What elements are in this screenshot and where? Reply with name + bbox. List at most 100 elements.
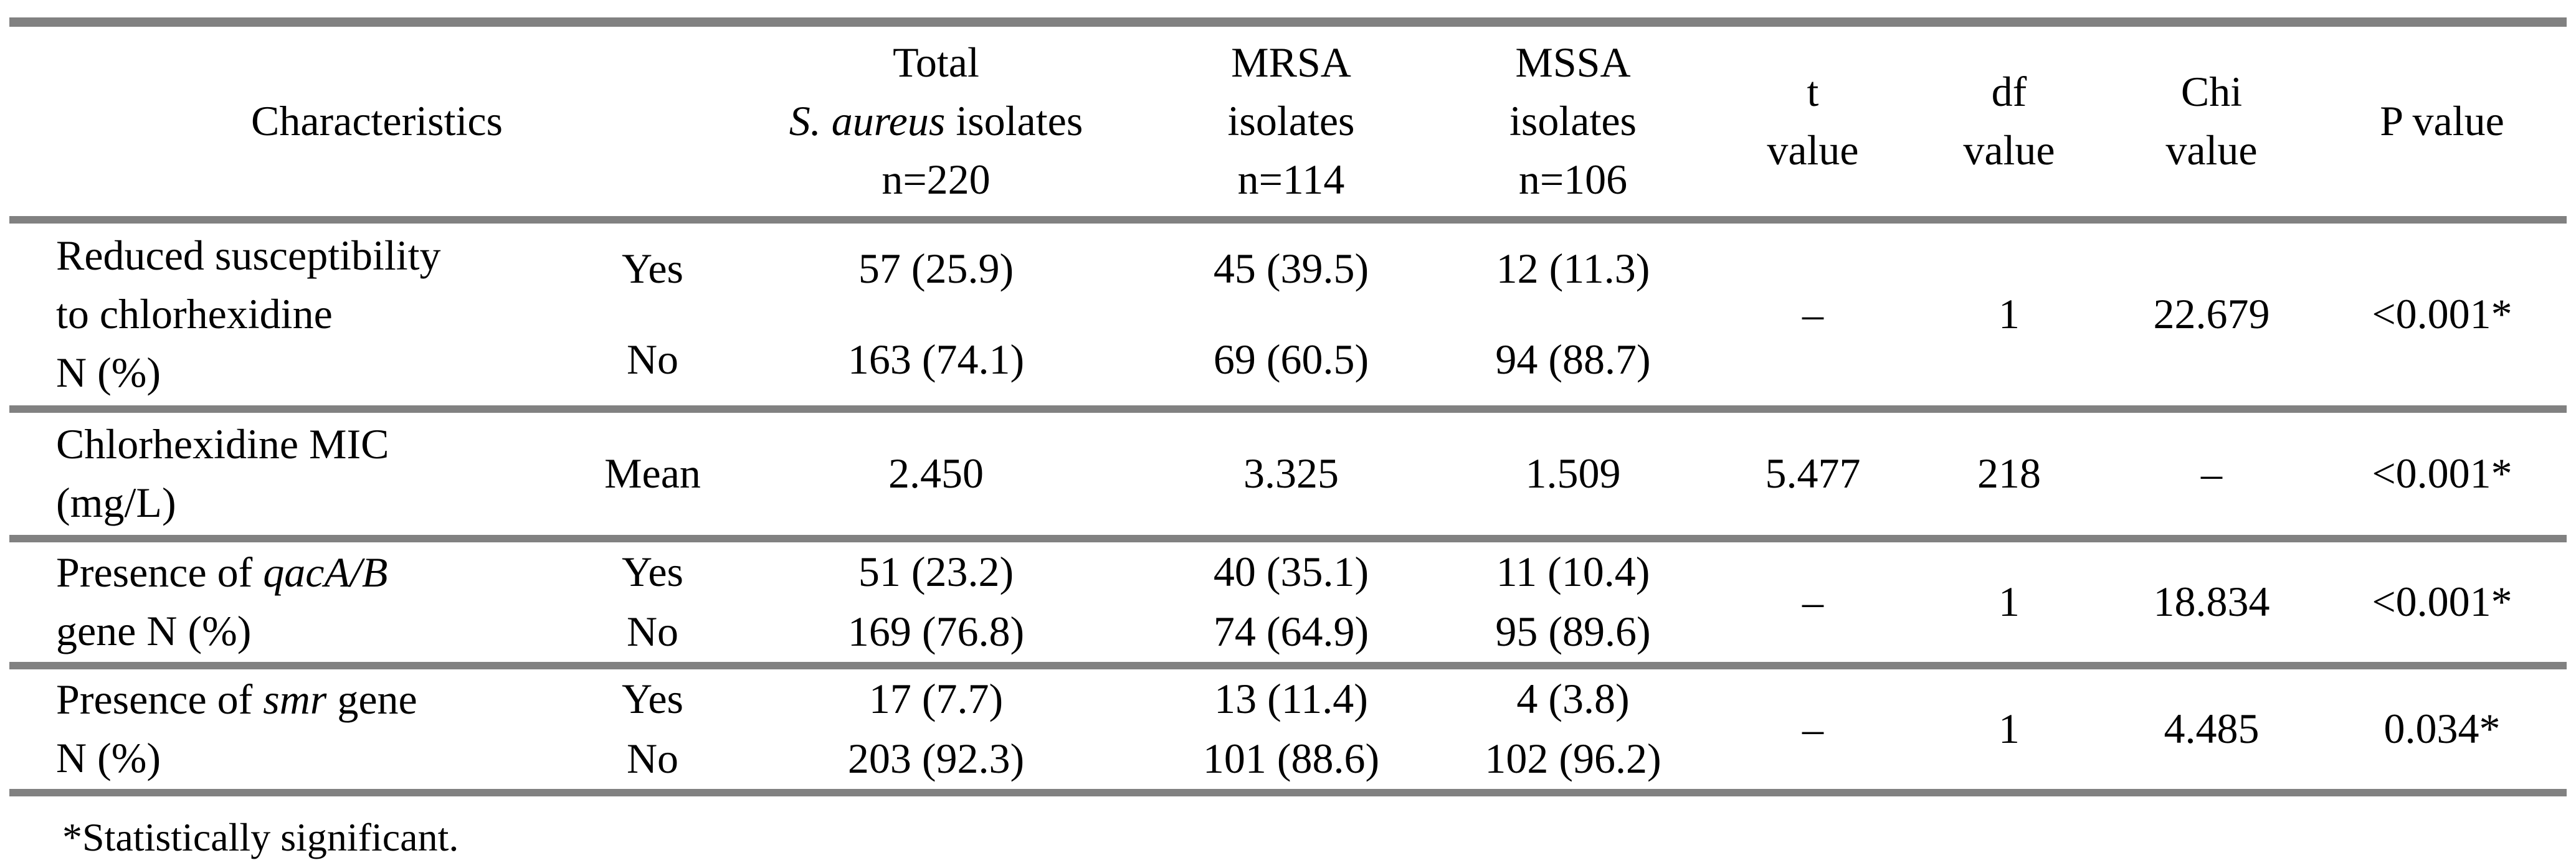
header-total-species-italic: S. aureus: [789, 97, 946, 145]
header-mrsa-n: n=114: [1237, 155, 1345, 203]
row4-characteristic: Presence of smr gene N (%): [9, 669, 582, 789]
row1-chi-value: 22.679: [2106, 224, 2317, 405]
row1-mssa-no: 94 (88.7): [1495, 336, 1651, 384]
row2-mrsa-mean: 3.325: [1243, 450, 1339, 498]
row2-mssa-values: 1.509: [1433, 413, 1713, 535]
row3-mssa-values: 11 (10.4) 95 (89.6): [1433, 542, 1713, 662]
row1-label-line1: Reduced susceptibility: [56, 232, 441, 280]
row2-bottom-rule: [9, 535, 2567, 542]
row3-chi: 18.834: [2153, 578, 2270, 626]
row1-mrsa-values: 45 (39.5) 69 (60.5): [1149, 224, 1433, 405]
row3-label-pre: Presence of: [56, 549, 264, 597]
row2-chi-value: –: [2106, 413, 2317, 535]
row4-label-post: gene: [326, 676, 417, 724]
row1-label-line2: to chlorhexidine: [56, 290, 333, 338]
header-mrsa-line1: MRSA: [1231, 39, 1351, 87]
row3-sub-no: No: [626, 608, 679, 656]
row-qacab-gene: Presence of qacA/B gene N (%) Yes No 51 …: [9, 542, 2567, 662]
header-bottom-rule: [9, 216, 2567, 224]
row4-mssa-values: 4 (3.8) 102 (96.2): [1433, 669, 1713, 789]
header-subcategory-spacer: [582, 27, 723, 216]
row4-label-line2: N (%): [56, 734, 161, 781]
header-df-value: df value: [1913, 27, 2106, 216]
header-total-line2-rest: isolates: [945, 97, 1083, 145]
table-top-rule: [9, 17, 2567, 27]
row1-mrsa-no: 69 (60.5): [1213, 336, 1369, 384]
header-total-n: n=220: [882, 155, 991, 203]
row4-total-yes: 17 (7.7): [868, 675, 1004, 723]
row-smr-gene: Presence of smr gene N (%) Yes No 17 (7.…: [9, 669, 2567, 789]
row4-mrsa-no: 101 (88.6): [1202, 735, 1380, 783]
row4-sub-yes: Yes: [622, 675, 683, 723]
header-mssa-isolates: MSSA isolates n=106: [1433, 27, 1713, 216]
header-total-line2: S. aureus isolates: [789, 92, 1083, 151]
row2-chi: –: [2201, 450, 2222, 498]
row1-sub-no: No: [626, 336, 679, 384]
row2-total-mean: 2.450: [888, 450, 984, 498]
header-mssa-n: n=106: [1518, 155, 1628, 203]
row-reduced-susceptibility: Reduced susceptibility to chlorhexidine …: [9, 224, 2567, 405]
header-t-line2: value: [1767, 126, 1859, 174]
header-characteristics-label: Characteristics: [250, 97, 503, 145]
row3-p: <0.001*: [2372, 578, 2512, 626]
row4-label-pre: Presence of: [56, 676, 264, 724]
row2-p-value: <0.001*: [2317, 413, 2567, 535]
header-p-label: P value: [2380, 97, 2504, 145]
header-mssa-line1: MSSA: [1515, 39, 1631, 87]
row4-sub-no: No: [626, 735, 679, 783]
row4-df-value: 1: [1913, 669, 2106, 789]
row2-subcategories: Mean: [582, 413, 723, 535]
row3-total-yes: 51 (23.2): [858, 548, 1014, 596]
row3-total-no: 169 (76.8): [847, 608, 1025, 656]
row4-p: 0.034*: [2384, 705, 2501, 753]
row1-characteristic: Reduced susceptibility to chlorhexidine …: [9, 224, 582, 405]
row3-chi-value: 18.834: [2106, 542, 2317, 662]
row2-t-value: 5.477: [1713, 413, 1913, 535]
row2-mrsa-values: 3.325: [1149, 413, 1433, 535]
row1-p-value: <0.001*: [2317, 224, 2567, 405]
row4-subcategories: Yes No: [582, 669, 723, 789]
row2-mssa-mean: 1.509: [1525, 450, 1621, 498]
row2-characteristic: Chlorhexidine MIC (mg/L): [9, 413, 582, 535]
row3-mrsa-no: 74 (64.9): [1213, 608, 1369, 656]
row1-mrsa-yes: 45 (39.5): [1213, 245, 1369, 293]
row1-mssa-yes: 12 (11.3): [1496, 245, 1650, 293]
row3-gene-name-italic: qacA/B: [263, 549, 388, 597]
header-mrsa-line2: isolates: [1227, 97, 1355, 145]
row1-sub-yes: Yes: [622, 245, 683, 293]
row2-total-values: 2.450: [723, 413, 1149, 535]
row3-t-value: –: [1713, 542, 1913, 662]
row1-total-yes: 57 (25.9): [858, 245, 1014, 293]
row1-total-no: 163 (74.1): [847, 336, 1025, 384]
footnote-text: *Statistically significant.: [62, 815, 459, 859]
row3-t: –: [1802, 578, 1823, 626]
row3-mssa-yes: 11 (10.4): [1496, 548, 1650, 596]
row4-label-line1: Presence of smr gene: [56, 671, 417, 729]
row4-gene-name-italic: smr: [263, 676, 327, 724]
row3-mssa-no: 95 (89.6): [1495, 608, 1651, 656]
row4-total-no: 203 (92.3): [847, 735, 1025, 783]
row1-p: <0.001*: [2372, 290, 2512, 338]
row3-bottom-rule: [9, 662, 2567, 669]
row-chlorhexidine-mic: Chlorhexidine MIC (mg/L) Mean 2.450 3.32…: [9, 413, 2567, 535]
row2-df-value: 218: [1913, 413, 2106, 535]
row2-t: 5.477: [1765, 450, 1861, 498]
row3-sub-yes: Yes: [622, 548, 683, 596]
header-mssa-line2: isolates: [1509, 97, 1637, 145]
header-t-line1: t: [1807, 68, 1819, 116]
row1-subcategories: Yes No: [582, 224, 723, 405]
row4-p-value: 0.034*: [2317, 669, 2567, 789]
row4-mssa-no: 102 (96.2): [1485, 735, 1661, 783]
row1-t: –: [1802, 290, 1823, 338]
row3-mrsa-yes: 40 (35.1): [1213, 548, 1369, 596]
row4-t-value: –: [1713, 669, 1913, 789]
row3-label-line1: Presence of qacA/B: [56, 544, 387, 602]
row3-p-value: <0.001*: [2317, 542, 2567, 662]
row2-p: <0.001*: [2372, 450, 2512, 498]
table-footnote: *Statistically significant.: [9, 796, 2567, 865]
row4-mrsa-values: 13 (11.4) 101 (88.6): [1149, 669, 1433, 789]
row4-df: 1: [1999, 705, 2020, 753]
row3-label-line2: gene N (%): [56, 607, 252, 654]
header-chi-value: Chi value: [2106, 27, 2317, 216]
